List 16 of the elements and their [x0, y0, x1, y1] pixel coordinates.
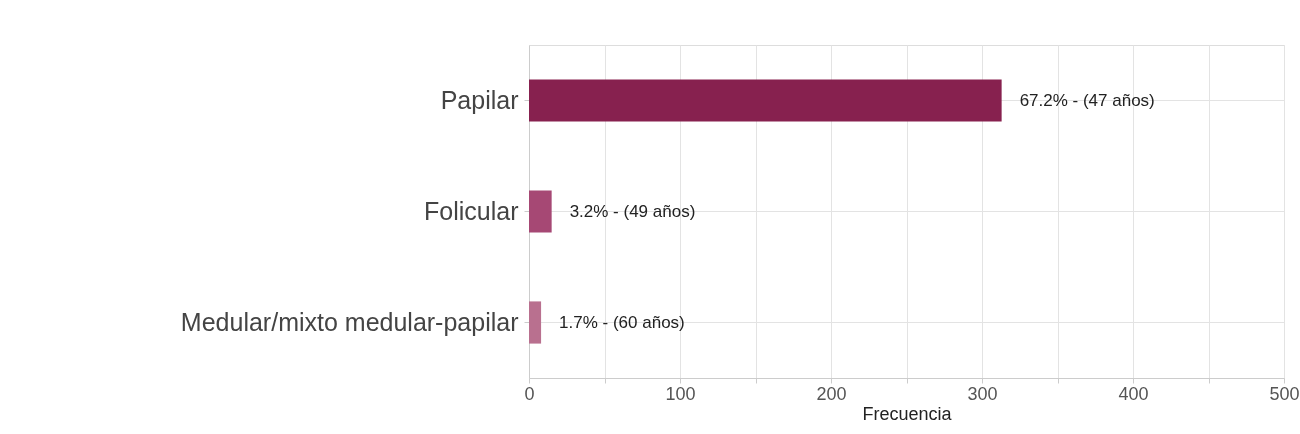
x-tick-label: 400 [1118, 383, 1149, 404]
x-tick-label: 300 [967, 383, 998, 404]
y-tick-label: Papilar [440, 85, 519, 114]
bar [529, 79, 1002, 122]
x-tick-label: 0 [524, 383, 535, 404]
x-tick-label: 500 [1269, 383, 1300, 404]
x-axis-title: Frecuencia [862, 403, 953, 424]
annotation: 3.2% - (49 años) [569, 201, 696, 221]
x-tick-label: 100 [665, 383, 696, 404]
annotation: 1.7% - (60 años) [559, 312, 685, 332]
bar [529, 190, 552, 233]
annotation: 67.2% - (47 años) [1019, 90, 1155, 110]
bar [529, 301, 542, 344]
y-tick-label: Folicular [424, 196, 519, 225]
x-tick-label: 200 [816, 383, 847, 404]
y-tick-label: Medular/mixto medular-papilar [180, 307, 519, 336]
